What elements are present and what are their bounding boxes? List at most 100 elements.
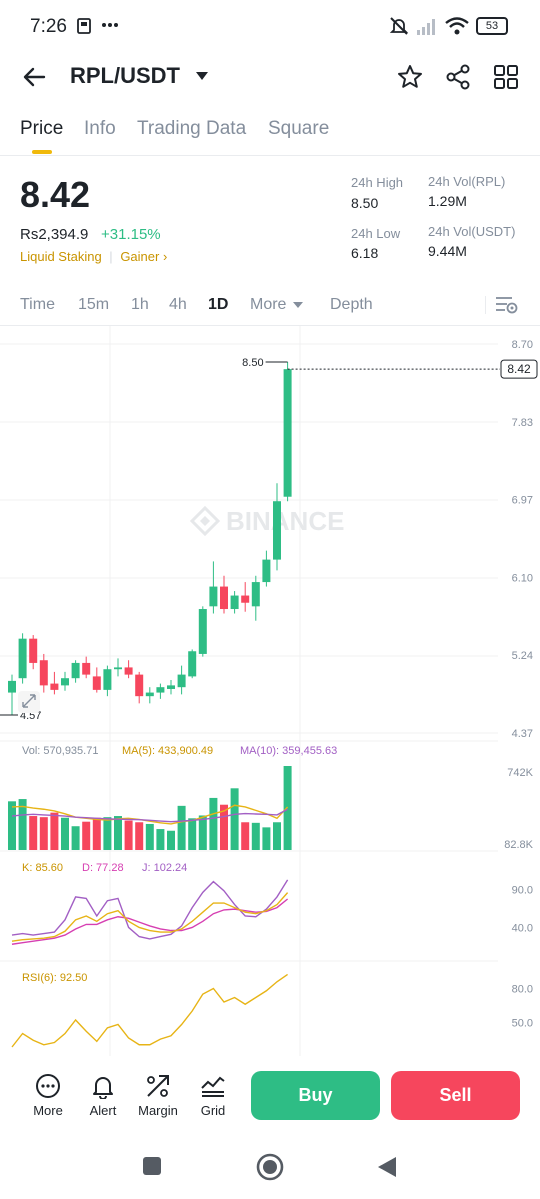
interval-1d[interactable]: 1D: [208, 296, 229, 313]
chart-settings-icon[interactable]: [494, 294, 518, 316]
share-icon[interactable]: [444, 63, 472, 91]
status-bar: 7:26 53: [0, 0, 540, 52]
candle-body: [29, 638, 38, 663]
buy-button[interactable]: Buy: [251, 1071, 380, 1120]
margin-icon: [147, 1075, 169, 1097]
alert-label: Alert: [89, 1103, 117, 1118]
tag-separator: |: [109, 249, 113, 264]
sell-button[interactable]: Sell: [391, 1071, 520, 1120]
volume-axis-label: 742K: [507, 767, 533, 779]
margin-label: Margin: [138, 1103, 178, 1118]
tabs-divider: [0, 155, 540, 156]
price-axis: 8.70 7.83 6.97 6.10 5.24 4.37: [512, 339, 533, 740]
rsi-label: RSI(6): 92.50: [22, 972, 87, 984]
back-nav-icon[interactable]: [376, 1155, 398, 1179]
kdj-axis-label: 90.0: [512, 884, 533, 896]
tab-square[interactable]: Square: [268, 118, 330, 139]
tab-price[interactable]: Price: [20, 118, 64, 139]
pair-title[interactable]: RPL/USDT: [70, 63, 180, 88]
interval-more[interactable]: More: [250, 296, 287, 313]
pair-dropdown-icon[interactable]: [195, 71, 209, 81]
kdj-k-line: [11, 892, 289, 942]
candle-body: [167, 685, 175, 689]
volume-bar: [39, 817, 48, 850]
volume-ma10-label: MA(10): 359,455.63: [240, 745, 337, 757]
current-price-label: 8.42: [507, 362, 531, 376]
kline-chart[interactable]: BINANCE 8.70 7.83 6.97 6.10 5.24 4.37 8.50 4.5…: [0, 326, 540, 1056]
grid-view-icon[interactable]: [492, 63, 520, 91]
volume-bar: [230, 788, 239, 850]
candle-body: [18, 638, 27, 679]
expand-chart-icon[interactable]: [18, 691, 40, 713]
back-arrow-icon[interactable]: [20, 62, 50, 92]
last-price: 8.42: [20, 174, 91, 215]
interval-depth[interactable]: Depth: [330, 296, 373, 313]
favorite-star-icon[interactable]: [396, 63, 424, 91]
tag-gainer[interactable]: Gainer: [120, 249, 160, 264]
home-icon[interactable]: [256, 1153, 284, 1181]
kdj-d-label: D: 77.28: [82, 862, 124, 874]
price-axis-label: 6.97: [512, 494, 533, 506]
price-axis-label: 5.24: [512, 650, 533, 662]
binance-logo-icon: [189, 505, 221, 537]
candle-body: [103, 669, 112, 690]
volume-bar: [209, 797, 218, 850]
rsi-axis-label: 50.0: [512, 1017, 533, 1029]
stat-24h-low-value: 6.18: [351, 245, 379, 261]
wifi-icon: [445, 17, 469, 35]
low-marker-label: 4.57: [20, 710, 41, 722]
candles: [8, 361, 292, 716]
volume-axis-label: 82.8K: [504, 839, 533, 851]
candle-body: [220, 586, 228, 610]
candle-body: [71, 662, 80, 679]
interval-bar-divider: [0, 325, 540, 326]
more-button[interactable]: More: [18, 1073, 78, 1118]
interval-1h[interactable]: 1h: [131, 296, 149, 313]
volume-ma5-label: MA(5): 433,900.49: [122, 745, 213, 757]
volume-bar: [241, 822, 250, 850]
candle-body: [283, 369, 292, 497]
bell-icon: [93, 1077, 113, 1099]
candle-body: [241, 595, 250, 603]
rsi-line-path: [11, 973, 288, 1048]
alert-button[interactable]: Alert: [73, 1073, 133, 1118]
system-nav-bar: [0, 1140, 540, 1199]
recents-icon[interactable]: [142, 1156, 162, 1176]
stat-24h-vol-usdt-value: 9.44M: [428, 243, 467, 259]
tab-trading-data[interactable]: Trading Data: [137, 118, 247, 139]
candle-body: [262, 559, 271, 583]
margin-button[interactable]: Margin: [128, 1073, 188, 1118]
candle-body: [145, 692, 154, 697]
interval-15m[interactable]: 15m: [78, 296, 110, 313]
candle-body: [92, 676, 101, 690]
stat-24h-vol-rpl-label: 24h Vol(RPL): [428, 174, 506, 189]
candle-body: [50, 683, 59, 690]
volume-bar: [103, 817, 112, 850]
volume-bar: [114, 816, 122, 850]
tab-info[interactable]: Info: [84, 118, 116, 139]
price-axis-label: 7.83: [512, 417, 533, 429]
tag-liquid-staking[interactable]: Liquid Staking: [20, 249, 102, 264]
tag-row[interactable]: Liquid Staking | Gainer ›: [20, 249, 167, 264]
volume-bar: [251, 822, 260, 850]
kdj-j-line: [11, 879, 289, 940]
interval-4h[interactable]: 4h: [169, 296, 187, 313]
more-notifications-icon: [102, 23, 118, 27]
grid-label: Grid: [200, 1103, 226, 1118]
candle-body: [135, 674, 144, 697]
volume-bar: [71, 826, 80, 850]
candle-body: [188, 651, 197, 677]
kdj-axis-label: 40.0: [512, 922, 533, 934]
volume-bar: [156, 829, 165, 850]
candle-body: [230, 595, 239, 610]
candle-body: [124, 667, 133, 675]
tab-active-indicator: [32, 150, 52, 154]
grid-button[interactable]: Grid: [183, 1073, 243, 1118]
price-axis-label: 4.37: [512, 728, 533, 740]
volume-bar: [82, 821, 91, 850]
candle-body: [39, 660, 48, 686]
candle-body: [198, 609, 207, 654]
volume-bar: [145, 823, 154, 850]
interval-time[interactable]: Time: [20, 296, 55, 313]
volume-bar: [177, 805, 186, 850]
